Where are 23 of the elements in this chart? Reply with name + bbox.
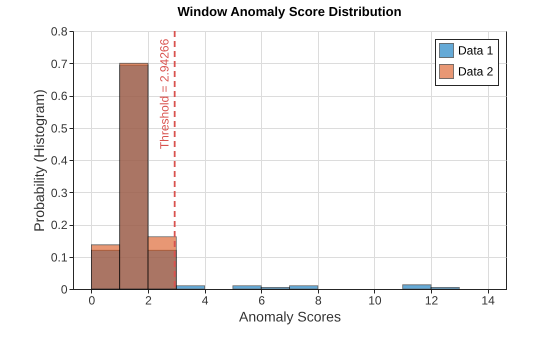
y-tick-label: 0.2	[50, 218, 68, 232]
x-tick-label: 6	[258, 294, 266, 308]
x-tick-label: 2	[145, 294, 152, 308]
y-tick-label: 0.8	[50, 24, 68, 38]
y-tick-label: 0.7	[50, 56, 68, 71]
legend-label: Data 1	[458, 44, 494, 58]
y-tick-label: 0.6	[50, 89, 68, 103]
y-tick-label: 0.5	[50, 121, 68, 136]
y-tick-label: 0.3	[50, 186, 68, 200]
legend-label: Data 2	[458, 64, 494, 78]
ref-line-label: Threshold = 2.94266	[158, 38, 172, 150]
y-tick-label: 0.1	[50, 250, 68, 264]
chart-title: Window Anomaly Score Distribution	[177, 4, 402, 19]
x-tick-label: 8	[314, 294, 322, 308]
x-tick-label: 0	[88, 294, 96, 308]
x-tick-label: 4	[202, 294, 209, 308]
x-tick-label: 12	[424, 294, 438, 308]
x-axis-title: Anomaly Scores	[239, 308, 341, 324]
y-axis-title: Probability (Histogram)	[30, 89, 47, 232]
y-tick-label: 0.4	[50, 154, 68, 168]
y-tick-label: 0	[60, 282, 68, 296]
x-tick-label: 10	[368, 294, 382, 308]
x-tick-label: 14	[481, 294, 496, 308]
